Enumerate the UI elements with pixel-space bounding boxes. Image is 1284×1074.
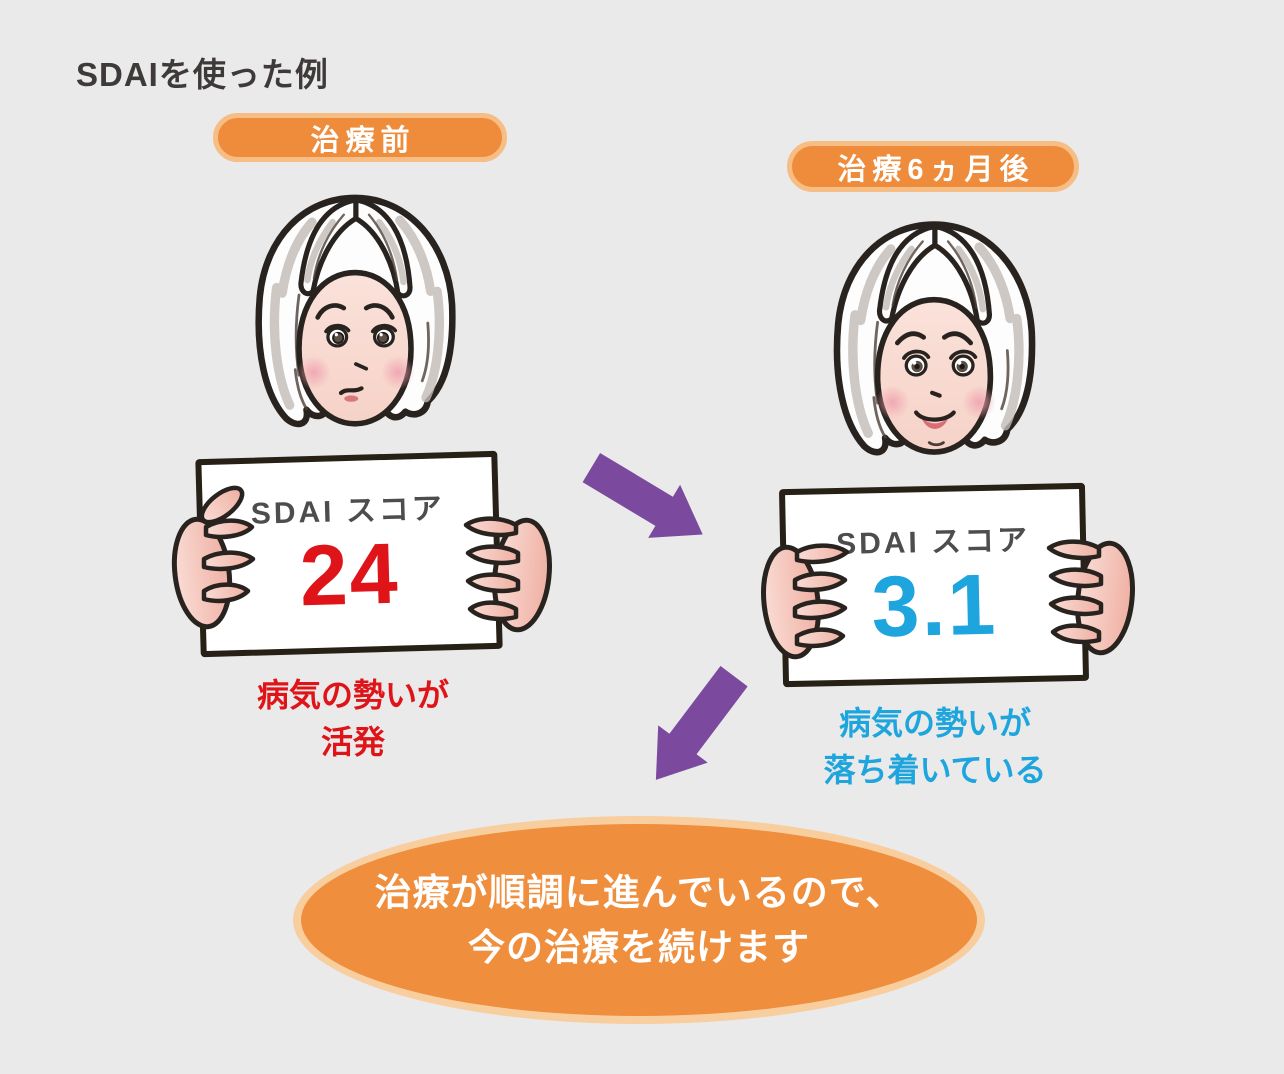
caption-after: 病気の勢いが 落ち着いている (780, 700, 1090, 795)
badge-after-6-months: 治療6ヵ月後 (787, 141, 1079, 192)
conclusion-banner: 治療が順調に進んでいるので、 今の治療を続けます (293, 816, 985, 1024)
patient-after-illustration: SDAI スコア 3.1 (745, 208, 1155, 708)
hands-holding-sign-illustration (761, 539, 1135, 660)
badge-before-label: 治療前 (310, 124, 416, 157)
caption-line: 病気の勢いが (256, 677, 449, 713)
conclusion-line: 治療が順調に進んでいるので、 (374, 871, 904, 913)
page-title: SDAIを使った例 (76, 56, 329, 93)
caption-line: 落ち着いている (823, 752, 1047, 789)
woman-worried-face-illustration (255, 194, 456, 428)
badge-after-label: 治療6ヵ月後 (837, 153, 1035, 186)
caption-before: 病気の勢いが 活発 (198, 672, 508, 767)
conclusion-line: 今の治療を続けます (468, 927, 810, 968)
arrow-right-icon (575, 440, 719, 562)
caption-line: 活発 (320, 724, 385, 761)
badge-before-treatment: 治療前 (213, 113, 507, 162)
arrow-down-left-icon (630, 657, 759, 799)
patient-before-illustration: SDAI スコア 24 (160, 183, 570, 683)
hands-holding-sign-illustration (171, 485, 552, 633)
woman-happy-face-illustration (833, 221, 1036, 456)
caption-line: 病気の勢いが (838, 705, 1031, 741)
